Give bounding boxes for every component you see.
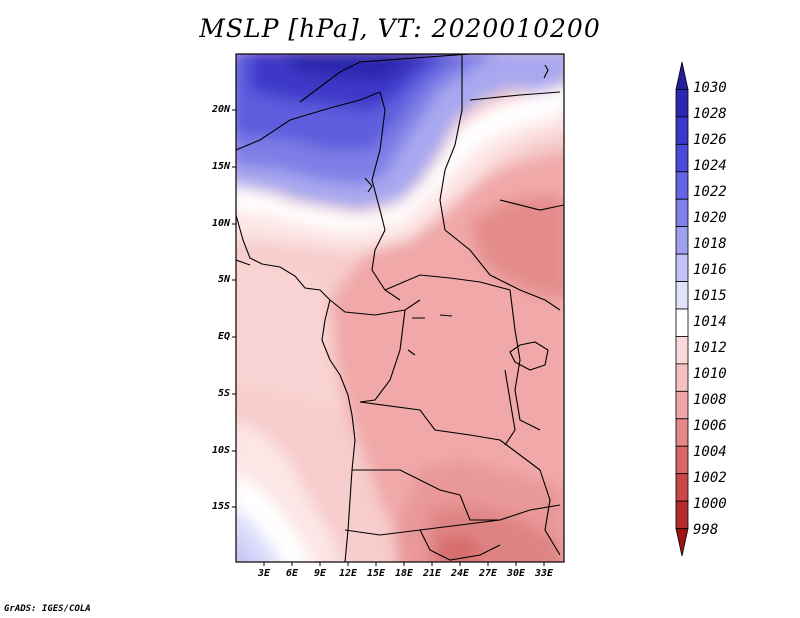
colorbar-label: 1024: [693, 158, 727, 174]
lat-label-10s: 10S: [211, 445, 230, 456]
colorbar-segment: [675, 281, 689, 310]
colorbar-segment: [675, 473, 689, 502]
lon-label-18e: 18E: [394, 568, 414, 579]
colorbar-segment: [675, 253, 689, 282]
colorbar: [675, 61, 689, 557]
colorbar-label: 1010: [693, 366, 727, 382]
colorbar-segment: [675, 390, 689, 420]
colorbar-label: 1004: [693, 444, 727, 460]
colorbar-segment: [675, 418, 689, 447]
lon-tick-marks: [263, 562, 545, 566]
lat-label-15s: 15S: [211, 501, 230, 512]
lon-label-24e: 24E: [450, 568, 470, 579]
lat-label-15n: 15N: [211, 161, 230, 172]
colorbar-segment: [675, 336, 689, 365]
map-frame: [235, 53, 565, 563]
colorbar-label: 1008: [693, 392, 727, 408]
colorbar-segment: [675, 445, 689, 475]
lon-label-33e: 33E: [534, 568, 554, 579]
colorbar-label: 1012: [693, 340, 727, 356]
country-borders: [236, 54, 564, 562]
lon-label-15e: 15E: [366, 568, 386, 579]
lon-label-30e: 30E: [506, 568, 526, 579]
colorbar-label: 1006: [693, 418, 727, 434]
colorbar-label: 1018: [693, 236, 727, 252]
colorbar-label: 1014: [693, 314, 727, 330]
colorbar-segment: [675, 143, 689, 173]
lat-label-5s: 5S: [217, 388, 230, 399]
colorbar-label: 1016: [693, 262, 727, 278]
colorbar-label: 1026: [693, 132, 727, 148]
colorbar-segment: [675, 89, 689, 118]
lon-label-21e: 21E: [422, 568, 442, 579]
lon-label-9e: 9E: [313, 568, 327, 579]
colorbar-segment: [675, 116, 689, 145]
colorbar-segment: [675, 226, 689, 255]
map-title: MSLP [hPa], VT: 2020010200: [199, 14, 601, 43]
grads-credit: GrADS: IGES/COLA: [4, 604, 91, 614]
colorbar-label: 1028: [693, 106, 727, 122]
lon-label-6e: 6E: [285, 568, 299, 579]
colorbar-segment: [675, 500, 689, 529]
lon-label-3e: 3E: [257, 568, 271, 579]
colorbar-segment: [675, 308, 689, 337]
lat-label-20n: 20N: [211, 104, 230, 115]
colorbar-segment: [675, 61, 689, 90]
colorbar-label: 998: [693, 522, 719, 538]
pressure-field: [236, 54, 564, 562]
colorbar-label: 1002: [693, 470, 727, 486]
colorbar-label: 1020: [693, 210, 727, 226]
colorbar-segment: [675, 528, 689, 557]
colorbar-label: 1030: [693, 80, 727, 96]
colorbar-label: 1000: [693, 496, 727, 512]
colorbar-segment: [675, 198, 689, 228]
lon-label-12e: 12E: [338, 568, 358, 579]
lat-label-10n: 10N: [211, 218, 230, 229]
lat-tick-marks: [232, 109, 236, 508]
colorbar-label: 1022: [693, 184, 727, 200]
colorbar-segment: [675, 363, 689, 392]
lat-label-5n: 5N: [217, 274, 230, 285]
colorbar-segment: [675, 171, 689, 200]
lon-label-27e: 27E: [478, 568, 498, 579]
lat-label-eq: EQ: [217, 331, 230, 342]
colorbar-label: 1015: [693, 288, 727, 304]
